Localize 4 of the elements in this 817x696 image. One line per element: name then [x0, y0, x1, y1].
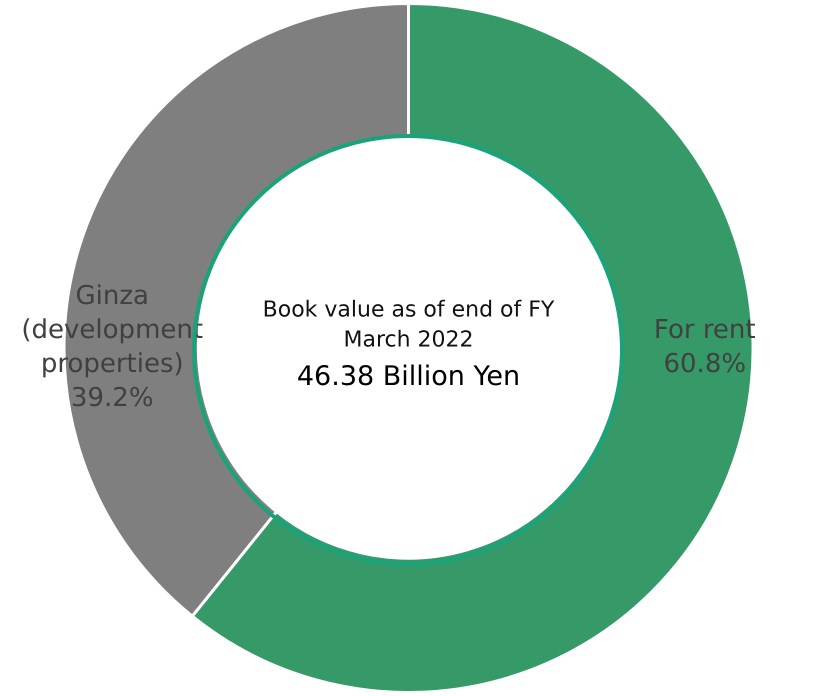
text: 46.38 Billion Yen — [296, 361, 520, 392]
text: Book value as of end of FY March 2022 — [262, 298, 555, 353]
data-label: 60.8% — [663, 348, 746, 379]
data-label: 39.2% — [70, 382, 154, 413]
